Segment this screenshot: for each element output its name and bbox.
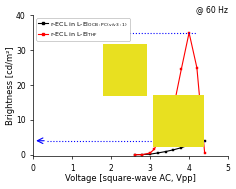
X-axis label: Voltage [square-wave AC, Vpp]: Voltage [square-wave AC, Vpp] — [65, 174, 196, 184]
Legend: r-ECL in L-El$_{\mathregular{OCB:PC\,(v/v\,3:1)}}$, r-ECL in L-El$_{\mathregular: r-ECL in L-El$_{\mathregular{OCB:PC\,(v/… — [36, 19, 130, 41]
Text: @ 60 Hz: @ 60 Hz — [196, 5, 228, 15]
Y-axis label: Brightness [cd/m²]: Brightness [cd/m²] — [6, 46, 15, 125]
Bar — [153, 95, 203, 147]
Bar — [103, 44, 148, 96]
